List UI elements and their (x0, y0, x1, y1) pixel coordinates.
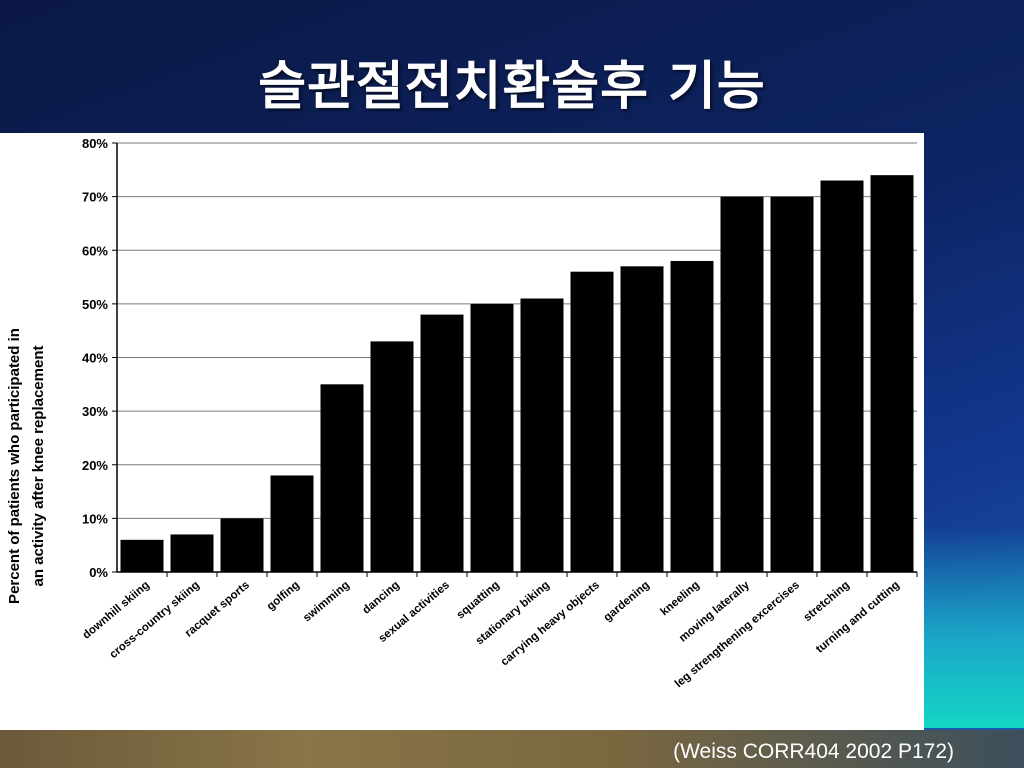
bar (570, 271, 614, 572)
bar (670, 260, 714, 572)
bar (270, 475, 314, 572)
y-axis-label-line-2: an activity after knee replacement (30, 346, 47, 587)
x-category-label: kneeling (658, 579, 701, 618)
x-category-label: golfing (265, 579, 302, 613)
bar (820, 180, 864, 572)
bar (470, 303, 514, 572)
bar (420, 314, 464, 572)
y-tick-label: 30% (82, 404, 108, 419)
citation: (Weiss CORR404 2002 P172) (673, 740, 954, 763)
x-category-label: carrying heavy objects (499, 579, 602, 668)
bottom-band (0, 730, 1024, 768)
bar-chart: Percent of patients who participated in … (6, 136, 918, 690)
x-category-label: turning and cutting (814, 579, 902, 656)
bar (370, 341, 414, 572)
y-axis-label-line-1: Percent of patients who participated in (6, 328, 23, 604)
x-category-label: squatting (455, 579, 502, 621)
bar (120, 539, 164, 572)
bar (520, 298, 564, 572)
bar (170, 534, 214, 572)
chart-panel: Percent of patients who participated in … (0, 133, 924, 730)
x-category-label: gardening (602, 579, 652, 624)
y-tick-label: 80% (82, 136, 108, 151)
bar (720, 196, 764, 572)
y-tick-label: 20% (82, 458, 108, 473)
y-tick-label: 0% (89, 565, 108, 580)
bar (320, 384, 364, 572)
y-tick-label: 40% (82, 351, 108, 366)
bar (620, 266, 664, 572)
y-tick-label: 60% (82, 243, 108, 258)
bar (220, 518, 264, 572)
x-category-label: cross-country skiing (108, 579, 202, 661)
y-tick-label: 50% (82, 297, 108, 312)
y-tick-label: 10% (82, 511, 108, 526)
x-category-label: stretching (802, 579, 852, 624)
x-category-label: dancing (360, 579, 401, 617)
bar (770, 196, 814, 572)
y-tick-label: 70% (82, 190, 108, 205)
x-category-label: swimming (301, 579, 352, 624)
slide-title: 슬관절전치환술후 기능 (258, 57, 766, 117)
bar (870, 175, 914, 573)
